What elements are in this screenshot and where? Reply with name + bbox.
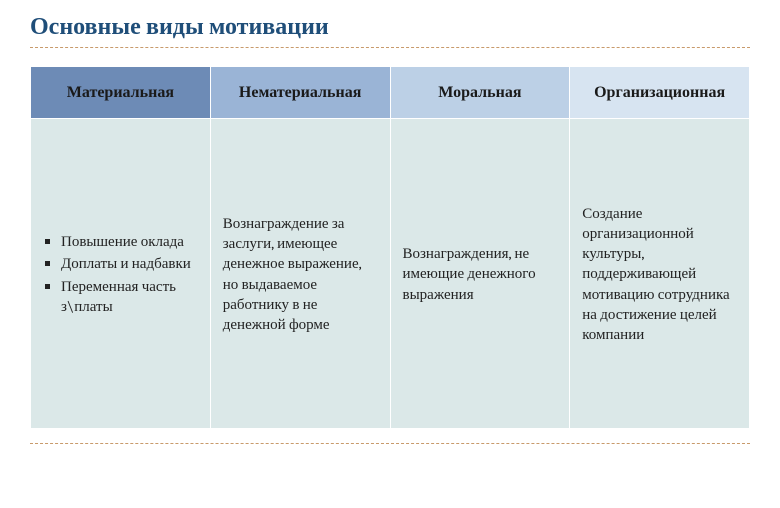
col-header-material: Материальная (31, 67, 211, 119)
cell-material: Повышение оклада Доплаты и надбавки Пере… (31, 119, 211, 429)
list-item: Доплаты и надбавки (61, 253, 198, 273)
col-header-nonmaterial: Нематериальная (210, 67, 390, 119)
cell-nonmaterial: Вознаграждение за заслуги, имеющее денеж… (210, 119, 390, 429)
cell-moral: Вознаграждения, не имеющие денежного выр… (390, 119, 570, 429)
material-list: Повышение оклада Доплаты и надбавки Пере… (43, 231, 198, 316)
slide: Основные виды мотивации Материальная Нем… (0, 0, 780, 456)
page-title: Основные виды мотивации (30, 12, 750, 41)
table-row: Повышение оклада Доплаты и надбавки Пере… (31, 119, 750, 429)
col-header-moral: Моральная (390, 67, 570, 119)
cell-organizational: Создание организационной культуры, подде… (570, 119, 750, 429)
list-item: Повышение оклада (61, 231, 198, 251)
motivation-table: Материальная Нематериальная Моральная Ор… (30, 66, 750, 429)
divider-top (30, 47, 750, 48)
table-header-row: Материальная Нематериальная Моральная Ор… (31, 67, 750, 119)
divider-bottom (30, 443, 750, 444)
list-item: Переменная часть з\платы (61, 276, 198, 317)
col-header-organizational: Организационная (570, 67, 750, 119)
